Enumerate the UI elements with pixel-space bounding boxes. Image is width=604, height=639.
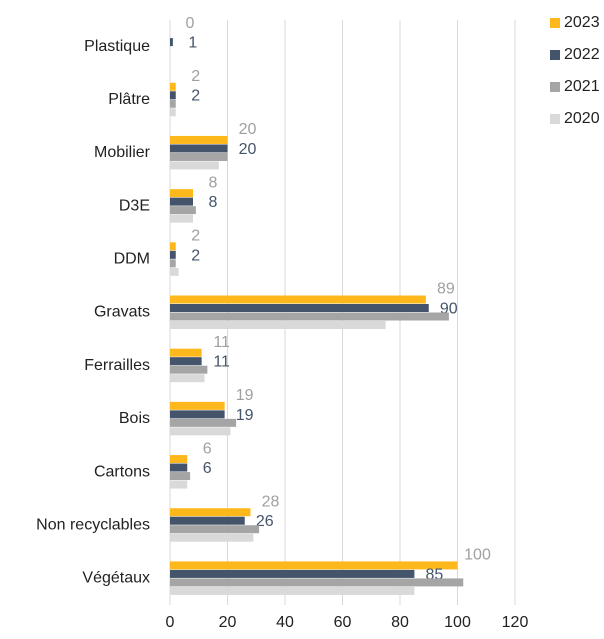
bar xyxy=(170,525,260,534)
data-label: 100 xyxy=(464,547,491,564)
y-tick-label: Mobilier xyxy=(94,144,151,161)
bar xyxy=(170,161,219,170)
legend-swatch xyxy=(550,18,560,28)
x-tick-label: 100 xyxy=(444,614,471,631)
legend-swatch xyxy=(550,82,560,92)
legend-label: 2021 xyxy=(564,78,600,95)
bar xyxy=(170,304,429,312)
bar xyxy=(170,374,205,383)
bar xyxy=(170,312,449,321)
y-tick-label: Cartons xyxy=(94,463,150,480)
bar xyxy=(170,427,231,436)
data-label: 19 xyxy=(236,387,254,404)
data-label: 2 xyxy=(191,228,200,245)
bar xyxy=(170,472,191,481)
y-tick-label: Végétaux xyxy=(82,570,150,587)
x-tick-label: 40 xyxy=(276,614,294,631)
y-tick-label: Gravats xyxy=(94,304,150,321)
data-label: 6 xyxy=(203,440,212,457)
y-tick-label: Plastique xyxy=(84,38,150,55)
legend-label: 2020 xyxy=(564,110,600,127)
bar xyxy=(170,242,176,251)
y-tick-label: Bois xyxy=(119,410,150,427)
bar xyxy=(170,108,176,117)
bar xyxy=(170,135,228,144)
y-tick-label: D3E xyxy=(119,197,150,214)
bar xyxy=(170,463,188,472)
bar xyxy=(170,214,193,223)
bar xyxy=(170,321,386,329)
data-label: 0 xyxy=(186,15,195,32)
y-tick-label: Ferrailles xyxy=(84,357,150,374)
bar xyxy=(170,578,464,587)
bar xyxy=(170,250,176,259)
x-tick-label: 60 xyxy=(334,614,352,631)
bar xyxy=(170,348,202,357)
data-label: 28 xyxy=(262,493,280,510)
bar xyxy=(170,516,245,525)
bar xyxy=(170,533,254,542)
data-label: 2 xyxy=(191,247,200,264)
data-label: 19 xyxy=(236,407,254,424)
bar xyxy=(170,91,176,100)
bar xyxy=(170,152,228,161)
bar xyxy=(170,418,237,427)
x-tick-label: 20 xyxy=(219,614,237,631)
legend-swatch xyxy=(550,50,560,60)
y-tick-label: Plâtre xyxy=(108,91,150,108)
data-label: 1 xyxy=(188,35,197,52)
bar xyxy=(170,401,225,410)
bar xyxy=(170,365,208,374)
bar xyxy=(170,189,193,198)
data-label: 11 xyxy=(213,334,230,351)
data-label: 2 xyxy=(191,88,200,105)
data-label: 20 xyxy=(239,141,257,158)
bar xyxy=(170,586,415,595)
bar xyxy=(170,455,188,464)
bar xyxy=(170,38,173,47)
x-tick-label: 120 xyxy=(502,614,529,631)
bar xyxy=(170,569,415,578)
y-tick-label: Non recyclables xyxy=(36,516,150,533)
bar xyxy=(170,99,176,108)
bar xyxy=(170,267,179,276)
data-label: 89 xyxy=(437,281,455,298)
bar xyxy=(170,197,193,206)
legend-swatch xyxy=(550,114,560,124)
bar xyxy=(170,82,176,91)
data-label: 8 xyxy=(209,174,218,191)
bar xyxy=(170,357,202,366)
bar xyxy=(170,259,176,268)
data-label: 2 xyxy=(191,68,200,85)
bar xyxy=(170,480,188,489)
bar xyxy=(170,206,196,215)
data-label: 8 xyxy=(209,194,218,211)
bar xyxy=(170,508,251,517)
data-label: 11 xyxy=(213,354,230,371)
data-label: 26 xyxy=(256,513,274,530)
bar xyxy=(170,561,458,570)
x-tick-label: 80 xyxy=(391,614,409,631)
bar xyxy=(170,410,225,419)
legend-label: 2023 xyxy=(564,14,600,31)
y-tick-label: DDM xyxy=(114,251,150,268)
x-tick-label: 0 xyxy=(166,614,175,631)
data-label: 6 xyxy=(203,460,212,477)
legend-label: 2022 xyxy=(564,46,600,63)
data-label: 20 xyxy=(239,121,257,138)
bar xyxy=(170,295,426,304)
bar xyxy=(170,144,228,153)
